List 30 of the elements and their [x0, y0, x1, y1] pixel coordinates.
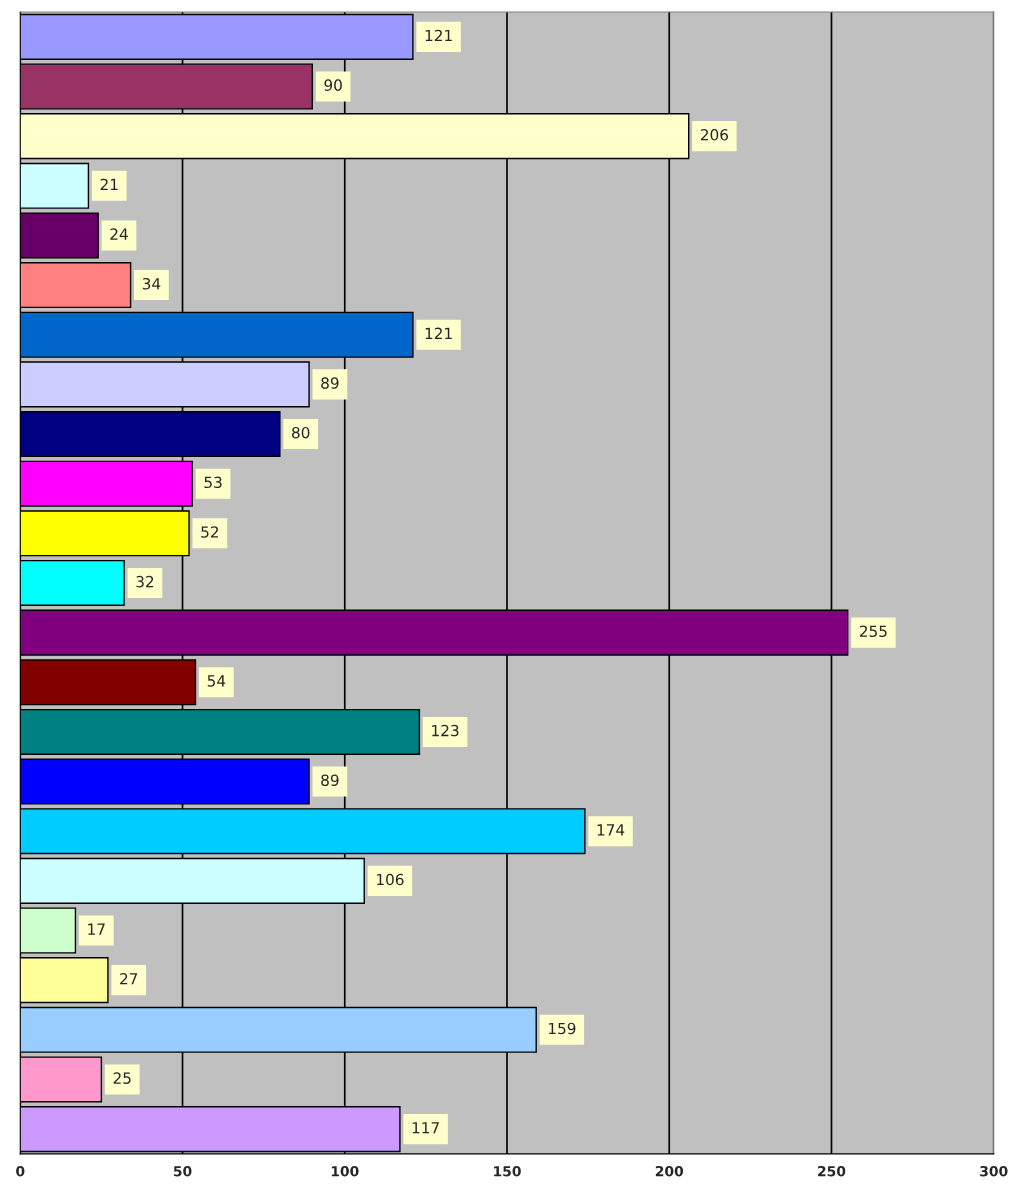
data-label: 117: [412, 1122, 439, 1134]
data-label: 25: [113, 1072, 131, 1084]
x-tick-label: 250: [818, 1165, 846, 1177]
x-tick-label: 0: [16, 1165, 25, 1177]
data-label: 90: [324, 79, 342, 91]
data-label: 159: [548, 1022, 576, 1035]
data-label: 255: [859, 625, 887, 638]
data-label: 106: [377, 873, 404, 886]
data-label: 80: [292, 426, 310, 439]
x-tick-label: 150: [494, 1165, 521, 1177]
data-label: 206: [700, 129, 729, 141]
data-label: 52: [201, 526, 219, 538]
data-label: 123: [432, 724, 459, 737]
data-label: 174: [597, 824, 625, 836]
data-label: 27: [120, 973, 138, 985]
data-label: 121: [425, 29, 452, 42]
data-label: 17: [88, 923, 105, 935]
data-label: 32: [136, 575, 154, 588]
data-label: 121: [425, 327, 452, 339]
data-label: 54: [207, 675, 226, 687]
data-label: 89: [321, 377, 339, 389]
data-label: 53: [204, 476, 222, 489]
data-label: 89: [321, 774, 339, 786]
data-label: 34: [142, 277, 161, 290]
x-tick-label: 300: [980, 1165, 1008, 1177]
x-tick-label: 100: [331, 1165, 359, 1177]
x-tick-label: 50: [173, 1165, 192, 1177]
data-label: 21: [100, 178, 118, 190]
data-label: 24: [110, 228, 128, 240]
x-tick-label: 200: [655, 1165, 684, 1177]
